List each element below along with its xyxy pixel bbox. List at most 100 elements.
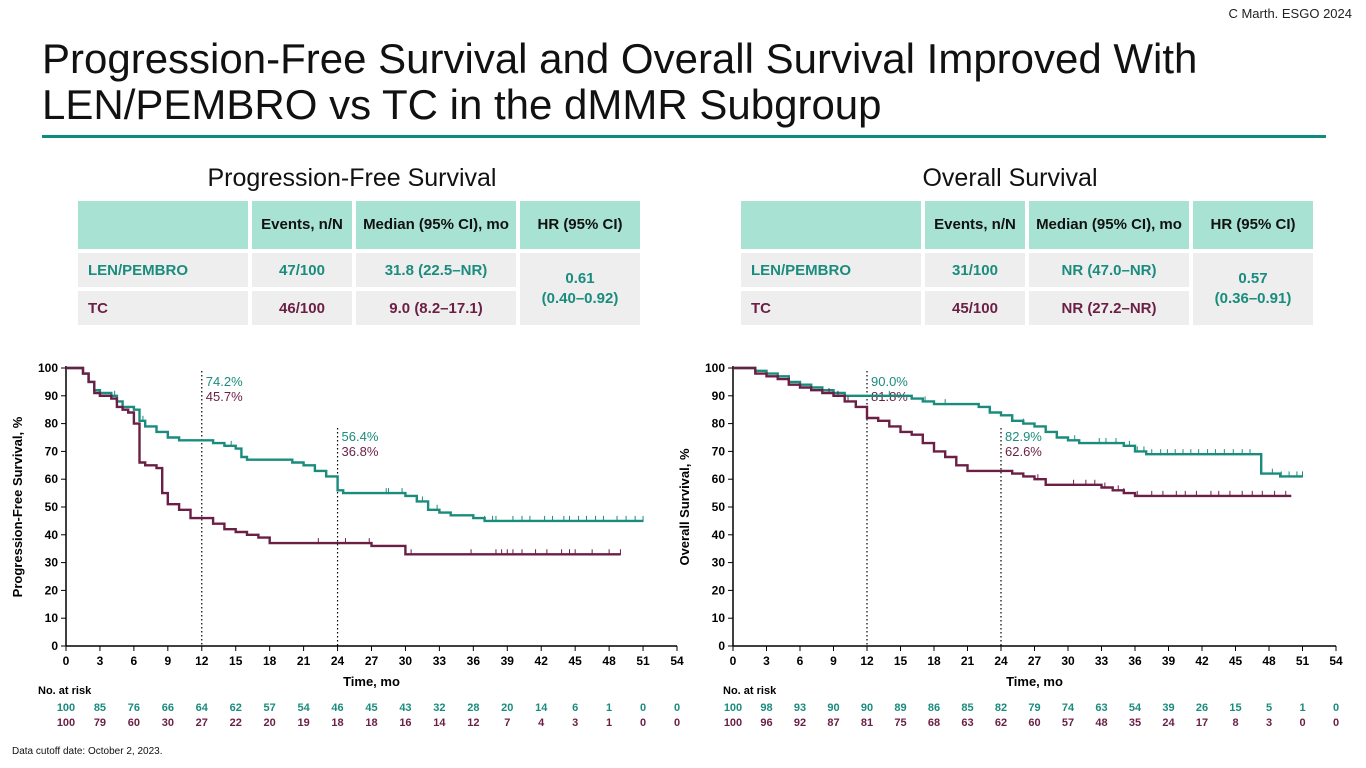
at-risk-value: 0 [1333, 717, 1339, 729]
at-risk-value: 62 [230, 702, 242, 714]
x-tick-label: 24 [994, 654, 1008, 668]
at-risk-value: 87 [827, 717, 839, 729]
x-tick-label: 51 [1296, 654, 1310, 668]
at-risk-value: 54 [297, 702, 310, 714]
y-tick-label: 0 [718, 639, 725, 653]
y-tick-label: 30 [712, 556, 726, 570]
y-tick-label: 80 [712, 417, 726, 431]
header-median: Median (95% CI), mo [356, 201, 516, 249]
at-risk-label: No. at risk [723, 685, 777, 697]
at-risk-value: 0 [1299, 717, 1305, 729]
x-tick-label: 15 [229, 654, 243, 668]
os-section-title: Overall Survival [922, 164, 1098, 192]
pfs-section-title: Progression-Free Survival [207, 164, 497, 192]
at-risk-value: 63 [961, 717, 973, 729]
y-tick-label: 50 [712, 500, 726, 514]
title-divider [42, 135, 1326, 138]
at-risk-value: 14 [433, 717, 446, 729]
y-tick-label: 10 [712, 611, 726, 625]
at-risk-value: 12 [467, 717, 479, 729]
median-value: NR (47.0–NR) [1029, 253, 1189, 287]
at-risk-value: 30 [162, 717, 174, 729]
y-tick-label: 50 [45, 500, 59, 514]
landmark-label: 56.4% [342, 429, 379, 444]
at-risk-value: 0 [674, 702, 680, 714]
at-risk-value: 39 [1162, 702, 1174, 714]
x-tick-label: 27 [365, 654, 379, 668]
x-tick-label: 39 [501, 654, 515, 668]
at-risk-value: 20 [264, 717, 276, 729]
at-risk-value: 79 [1028, 702, 1040, 714]
at-risk-value: 18 [331, 717, 343, 729]
at-risk-label: No. at risk [38, 685, 92, 697]
at-risk-value: 16 [399, 717, 411, 729]
x-tick-label: 0 [730, 654, 737, 668]
x-tick-label: 45 [1229, 654, 1243, 668]
at-risk-value: 14 [535, 702, 548, 714]
x-axis-label: Time, mo [343, 674, 400, 689]
at-risk-value: 76 [128, 702, 140, 714]
at-risk-value: 7 [504, 717, 510, 729]
at-risk-value: 74 [1062, 702, 1075, 714]
events-value: 31/100 [925, 253, 1025, 287]
y-tick-label: 90 [712, 389, 726, 403]
x-tick-label: 39 [1162, 654, 1176, 668]
y-axis-label: Progression-Free Survival, % [10, 416, 25, 597]
y-tick-label: 90 [45, 389, 59, 403]
x-tick-label: 18 [927, 654, 941, 668]
x-tick-label: 54 [1329, 654, 1343, 668]
landmark-label: 74.2% [206, 374, 243, 389]
x-tick-label: 21 [297, 654, 311, 668]
at-risk-value: 93 [794, 702, 806, 714]
km-curve [66, 366, 621, 556]
events-value: 45/100 [925, 291, 1025, 325]
x-tick-label: 54 [670, 654, 684, 668]
landmark-label: 62.6% [1005, 444, 1042, 459]
at-risk-value: 96 [760, 717, 772, 729]
at-risk-value: 0 [1333, 702, 1339, 714]
at-risk-value: 57 [1062, 717, 1074, 729]
x-tick-label: 21 [961, 654, 975, 668]
at-risk-value: 64 [196, 702, 209, 714]
landmark-label: 36.8% [342, 444, 379, 459]
at-risk-value: 6 [572, 702, 578, 714]
landmark-label: 90.0% [871, 374, 908, 389]
x-tick-label: 12 [195, 654, 209, 668]
at-risk-value: 32 [433, 702, 445, 714]
header-median: Median (95% CI), mo [1029, 201, 1189, 249]
y-tick-label: 80 [45, 417, 59, 431]
y-tick-label: 70 [45, 444, 59, 458]
x-tick-label: 33 [433, 654, 447, 668]
at-risk-value: 98 [760, 702, 772, 714]
y-tick-label: 100 [705, 361, 725, 375]
landmark-label: 45.7% [206, 389, 243, 404]
x-tick-label: 0 [63, 654, 70, 668]
x-tick-label: 48 [602, 654, 616, 668]
hr-cell: 0.57 (0.36–0.91) [1193, 253, 1313, 325]
km-curve [66, 366, 644, 523]
header-hr: HR (95% CI) [520, 201, 640, 249]
row-label-len-pembro: LEN/PEMBRO [741, 253, 921, 287]
at-risk-value: 4 [538, 717, 545, 729]
y-tick-label: 40 [45, 528, 59, 542]
x-tick-label: 36 [467, 654, 481, 668]
median-value: 31.8 (22.5–NR) [356, 253, 516, 287]
events-value: 46/100 [252, 291, 352, 325]
landmark-label: 82.9% [1005, 429, 1042, 444]
x-tick-label: 36 [1128, 654, 1142, 668]
at-risk-value: 26 [1196, 702, 1208, 714]
hr-ci-value: (0.40–0.92) [541, 290, 619, 307]
x-tick-label: 6 [797, 654, 804, 668]
at-risk-value: 46 [331, 702, 343, 714]
at-risk-value: 24 [1162, 717, 1175, 729]
at-risk-value: 90 [827, 702, 839, 714]
at-risk-value: 45 [365, 702, 377, 714]
at-risk-value: 18 [365, 717, 377, 729]
at-risk-value: 22 [230, 717, 242, 729]
median-value: 9.0 (8.2–17.1) [356, 291, 516, 325]
x-tick-label: 33 [1095, 654, 1109, 668]
at-risk-value: 1 [606, 717, 612, 729]
at-risk-value: 35 [1129, 717, 1141, 729]
y-tick-label: 40 [712, 528, 726, 542]
